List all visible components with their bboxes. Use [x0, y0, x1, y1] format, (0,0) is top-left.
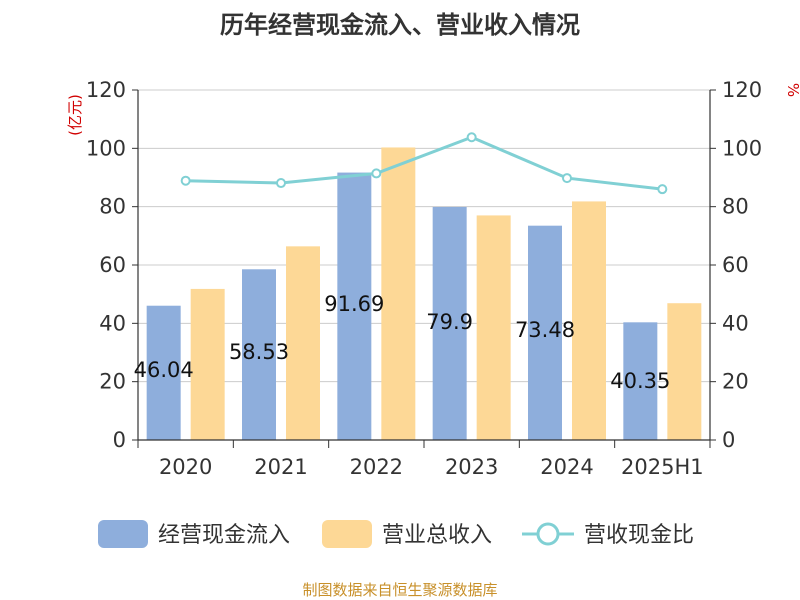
x-tick-label: 2025H1 — [621, 455, 704, 479]
grid-lines — [138, 89, 710, 383]
legend-swatch-revenue — [322, 520, 372, 548]
legend-swatch-ratio-marker — [536, 522, 560, 546]
bar-revenue — [476, 215, 511, 440]
legend-label: 营业总收入 — [382, 523, 492, 548]
source-note: 制图数据来自恒生聚源数据库 — [302, 581, 497, 599]
bar-cash-inflow — [528, 225, 562, 440]
y-left-tick-label: 20 — [99, 370, 126, 394]
y-right-tick-label: 120 — [722, 78, 762, 102]
legend-label: 经营现金流入 — [158, 523, 290, 548]
bars — [146, 147, 702, 441]
data-label: 46.04 — [134, 358, 194, 382]
bar-revenue — [381, 147, 416, 441]
bar-revenue — [572, 201, 606, 440]
legend-swatch-cash-inflow — [98, 520, 148, 548]
bar-cash-inflow — [623, 322, 658, 440]
bar-cash-inflow — [432, 206, 467, 440]
y-right-tick-label: 60 — [722, 253, 749, 277]
y-right-tick-label: 100 — [722, 136, 762, 160]
bar-cash-inflow — [242, 269, 276, 440]
x-tick-label: 2021 — [254, 455, 307, 479]
y-left-tick-label: 60 — [99, 253, 126, 277]
ratio-point — [466, 132, 477, 143]
y-right-tick-label: 80 — [722, 195, 749, 219]
data-label: 79.9 — [426, 310, 473, 334]
ratio-point — [657, 184, 668, 195]
ratio-point — [562, 173, 572, 184]
bar-revenue — [286, 246, 320, 440]
bar-revenue — [667, 303, 702, 440]
y-left-tick-label: 40 — [99, 311, 126, 335]
ratio-line-path — [185, 135, 663, 191]
data-label: 73.48 — [515, 318, 575, 342]
x-tick-label: 2020 — [159, 455, 212, 479]
y-left-tick-label: 120 — [86, 78, 126, 102]
x-tick-label: 2024 — [540, 455, 593, 479]
y-left-tick-label: 80 — [99, 195, 126, 219]
y-left-tick-label: 0 — [113, 428, 126, 452]
ratio-point — [276, 178, 286, 189]
data-label: 91.69 — [324, 292, 384, 316]
y-right-tick-label: 40 — [722, 311, 749, 335]
legend: 经营现金流入 营业总收入 营收现金比 — [98, 520, 694, 548]
data-label: 40.35 — [610, 369, 670, 393]
y-right-tick-label: 0 — [722, 428, 735, 452]
ratio-line — [180, 132, 668, 195]
right-axis-unit: % — [784, 83, 800, 97]
bar-revenue — [190, 288, 225, 440]
ratio-point — [371, 168, 382, 179]
left-axis-unit: (亿元) — [66, 94, 84, 136]
y-left-tick-label: 100 — [86, 136, 126, 160]
legend-label: 营收现金比 — [584, 523, 694, 548]
data-label: 58.53 — [229, 340, 289, 364]
bar-cash-inflow — [146, 305, 181, 440]
chart-title: 历年经营现金流入、营业收入情况 — [220, 11, 580, 39]
ratio-point — [180, 175, 191, 186]
bar-cash-inflow — [337, 172, 372, 440]
tick-labels: 0 20 40 60 80 100 120 0 20 40 60 80 100 120 2020 2021 20… — [86, 78, 762, 479]
axes — [132, 89, 716, 448]
x-tick-label: 2023 — [445, 455, 498, 479]
data-labels: 46.04 58.53 91.69 79.9 73.48 40.35 — [134, 292, 671, 393]
x-tick-label: 2022 — [350, 455, 403, 479]
y-right-tick-label: 20 — [722, 370, 749, 394]
